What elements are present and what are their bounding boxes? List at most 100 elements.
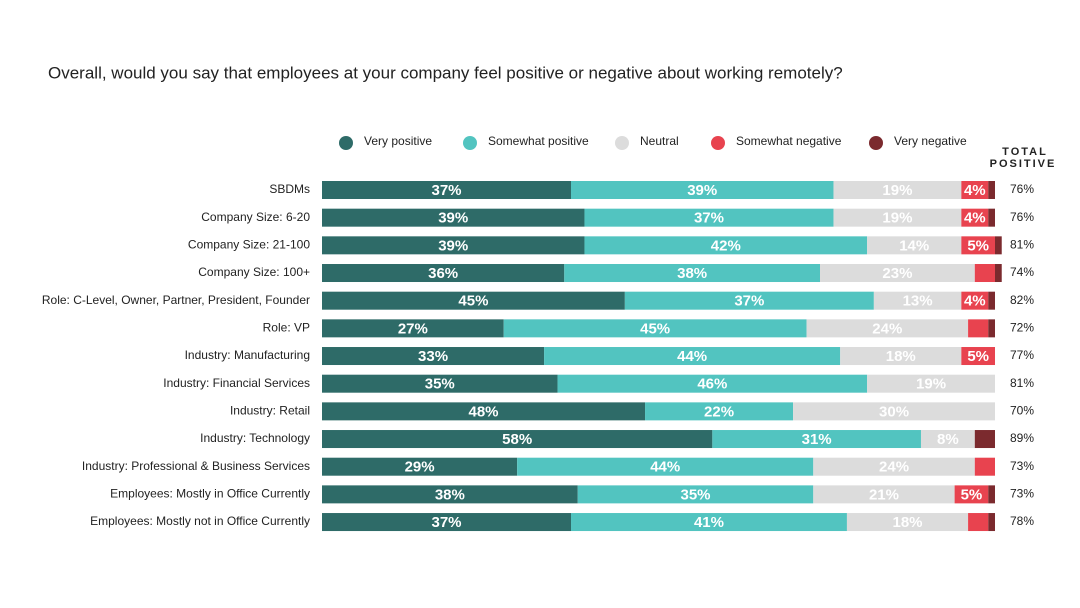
value-label: 46% bbox=[697, 376, 727, 393]
total-positive: 73% bbox=[1010, 459, 1034, 473]
bar-segment bbox=[961, 236, 995, 255]
value-label: 19% bbox=[882, 210, 912, 227]
y-tick-label: Role: C-Level, Owner, Partner, President… bbox=[42, 293, 310, 307]
y-tick-label: Company Size: 100+ bbox=[198, 265, 310, 279]
y-tick-label: Industry: Technology bbox=[200, 431, 310, 445]
value-label: 22% bbox=[704, 403, 734, 420]
bar-segment bbox=[624, 291, 874, 310]
total-positive: 81% bbox=[1010, 376, 1034, 390]
bar-segment bbox=[840, 347, 962, 366]
value-label: 38% bbox=[435, 486, 465, 503]
bar-segment bbox=[867, 374, 995, 393]
bar-segment bbox=[806, 319, 969, 338]
value-label: 19% bbox=[916, 376, 946, 393]
value-label: 38% bbox=[677, 265, 707, 282]
bar-segment bbox=[322, 513, 572, 532]
value-label: 36% bbox=[428, 265, 458, 282]
bar-segment bbox=[961, 208, 989, 227]
value-label: 44% bbox=[650, 459, 680, 476]
bar-segment bbox=[974, 430, 995, 449]
bar-segment bbox=[813, 457, 975, 476]
bar-segment bbox=[961, 181, 989, 199]
legend-label: Somewhat positive bbox=[488, 134, 589, 148]
value-label: 48% bbox=[469, 403, 499, 420]
total-header: POSITIVE bbox=[990, 158, 1057, 170]
y-tick-label: Role: VP bbox=[263, 321, 310, 335]
bar-segment bbox=[517, 457, 814, 476]
legend-swatch bbox=[869, 136, 883, 150]
bar-segment bbox=[322, 236, 585, 255]
bar-segment bbox=[544, 347, 841, 366]
value-label: 24% bbox=[879, 459, 909, 476]
value-label: 13% bbox=[903, 293, 933, 310]
value-label: 35% bbox=[425, 376, 455, 393]
bar-segment bbox=[503, 319, 807, 338]
bar-segment bbox=[961, 347, 995, 366]
bar-segment bbox=[571, 513, 847, 532]
value-label: 44% bbox=[677, 348, 707, 365]
y-tick-label: SBDMs bbox=[269, 182, 310, 196]
bar-segment bbox=[557, 374, 868, 393]
value-label: 39% bbox=[687, 182, 717, 199]
bar-segment bbox=[584, 208, 834, 227]
value-label: 4% bbox=[964, 210, 986, 227]
bar-segment bbox=[322, 457, 518, 476]
total-positive: 74% bbox=[1010, 265, 1034, 279]
bar-segment bbox=[322, 208, 585, 227]
bar-segment bbox=[584, 236, 868, 255]
bar-segment bbox=[322, 402, 646, 421]
value-label: 27% bbox=[398, 320, 428, 337]
bar-segment bbox=[988, 319, 995, 338]
y-tick-label: Company Size: 6-20 bbox=[201, 210, 310, 224]
value-label: 41% bbox=[694, 514, 724, 531]
legend-label: Neutral bbox=[640, 134, 679, 148]
value-label: 31% bbox=[802, 431, 832, 448]
y-tick-label: Industry: Professional & Business Servic… bbox=[82, 459, 310, 473]
bar-segment bbox=[968, 319, 989, 338]
value-label: 8% bbox=[937, 431, 959, 448]
value-label: 45% bbox=[640, 320, 670, 337]
bar-segment bbox=[833, 181, 962, 199]
y-tick-label: Industry: Financial Services bbox=[163, 376, 310, 390]
value-label: 35% bbox=[680, 486, 710, 503]
y-tick-label: Industry: Retail bbox=[230, 404, 310, 418]
bar-segment bbox=[954, 485, 989, 504]
value-label: 58% bbox=[502, 431, 532, 448]
total-positive: 81% bbox=[1010, 238, 1034, 252]
bar-segment bbox=[322, 374, 558, 393]
y-tick-label: Company Size: 21-100 bbox=[188, 238, 310, 252]
value-label: 14% bbox=[899, 237, 929, 254]
y-tick-label: Employees: Mostly not in Office Currentl… bbox=[90, 514, 310, 528]
y-tick-label: Industry: Manufacturing bbox=[185, 348, 310, 362]
value-label: 37% bbox=[431, 514, 461, 531]
legend-swatch bbox=[339, 136, 353, 150]
bar-segment bbox=[820, 264, 975, 283]
bar-segment bbox=[577, 485, 814, 504]
bar-segment bbox=[961, 291, 989, 310]
legend-label: Somewhat negative bbox=[736, 134, 842, 148]
total-positive: 89% bbox=[1010, 431, 1034, 445]
value-label: 37% bbox=[734, 293, 764, 310]
total-positive: 70% bbox=[1010, 404, 1034, 418]
bar-segment bbox=[322, 347, 545, 366]
value-label: 5% bbox=[961, 486, 983, 503]
bar-segment bbox=[322, 319, 504, 338]
total-positive: 76% bbox=[1010, 210, 1034, 224]
bar-segment bbox=[645, 402, 794, 421]
bar-segment bbox=[988, 208, 995, 227]
legend-swatch bbox=[463, 136, 477, 150]
value-label: 18% bbox=[886, 348, 916, 365]
value-label: 23% bbox=[882, 265, 912, 282]
bar-segment bbox=[322, 291, 625, 310]
bar-segment bbox=[920, 430, 975, 449]
bar-segment bbox=[813, 485, 955, 504]
bar-segment bbox=[564, 264, 821, 283]
legend-label: Very negative bbox=[894, 134, 967, 148]
total-positive: 73% bbox=[1010, 487, 1034, 501]
bar-segment bbox=[322, 181, 572, 199]
value-label: 33% bbox=[418, 348, 448, 365]
value-label: 5% bbox=[967, 237, 989, 254]
bar-segment bbox=[867, 236, 962, 255]
bar-segment bbox=[873, 291, 962, 310]
